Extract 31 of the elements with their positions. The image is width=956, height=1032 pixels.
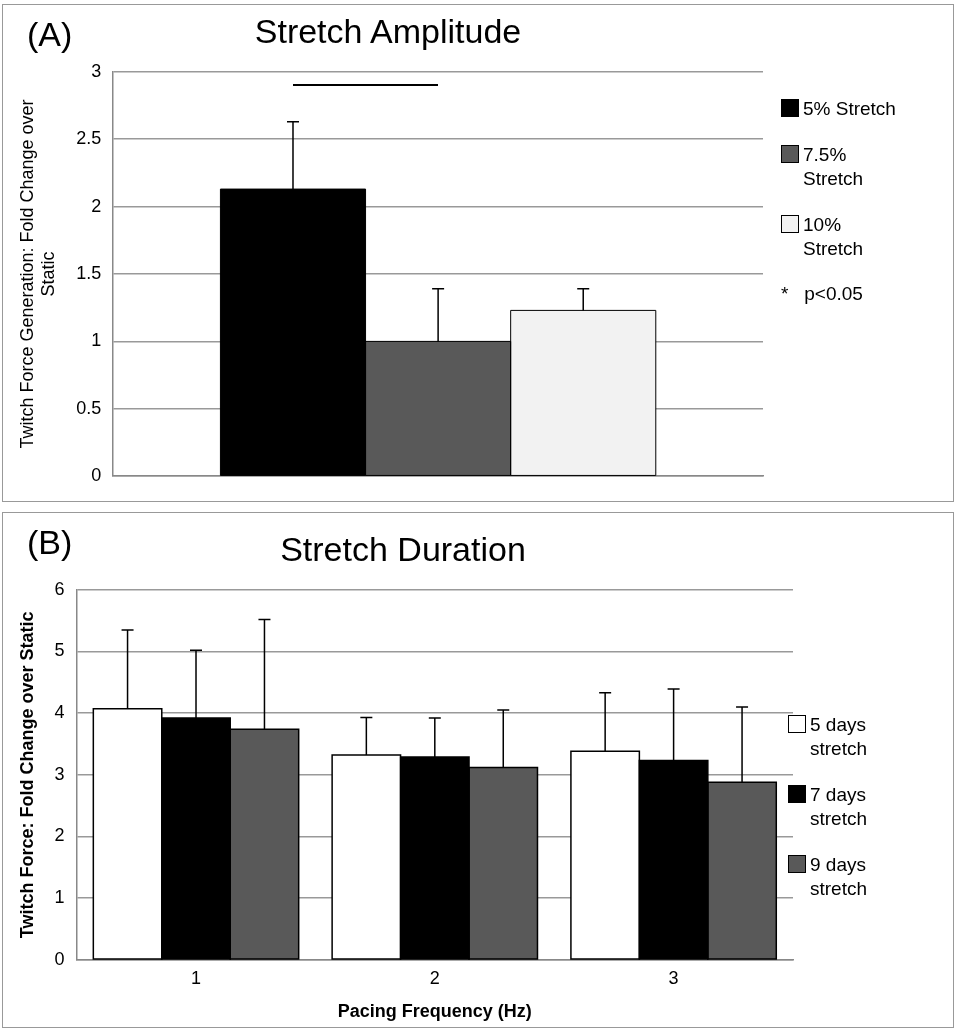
y-tick-label: 5 xyxy=(54,640,65,661)
y-tick-label: 1 xyxy=(91,330,102,351)
legend-label: 7.5% Stretch xyxy=(803,143,865,191)
y-tick-label: 3 xyxy=(91,60,102,81)
y-tick-label: 2.5 xyxy=(76,128,102,149)
text: (A) xyxy=(27,15,73,54)
y-tick-label: 3 xyxy=(54,763,65,784)
x-tick-label: 3 xyxy=(668,967,679,988)
y-tick-label: 2 xyxy=(54,825,65,846)
legend-label: 9 days stretch xyxy=(810,853,869,901)
y-tick-label: 2 xyxy=(91,195,102,216)
x-axis-title: Pacing Frequency (Hz) xyxy=(337,1001,532,1022)
y-tick-label: 1.5 xyxy=(76,262,102,283)
legend-label: 7 days stretch xyxy=(810,783,869,831)
y-tick-label: 1 xyxy=(54,887,65,908)
legend-label: 5 days stretch xyxy=(810,713,869,761)
y-tick-label: 0.5 xyxy=(76,397,102,418)
y-tick-label: 6 xyxy=(54,578,65,599)
x-tick-label: 2 xyxy=(429,967,440,988)
y-axis-title: Twitch Force: Fold Change over Static xyxy=(16,611,37,939)
text: * p<0.05 xyxy=(781,283,864,305)
y-tick-label: 4 xyxy=(54,702,65,723)
legend-label: 10% Stretch xyxy=(803,213,865,261)
legend-label: 5% Stretch xyxy=(803,97,896,121)
chart-title: Stretch Amplitude xyxy=(254,11,522,50)
x-tick-label: 1 xyxy=(191,967,202,988)
y-tick-label: 0 xyxy=(91,465,102,486)
text: (B) xyxy=(27,523,73,562)
y-tick-label: 0 xyxy=(54,948,65,969)
y-axis-title: Twitch Force Generation: Fold Change over Static xyxy=(16,99,59,449)
chart-title: Stretch Duration xyxy=(280,529,526,568)
